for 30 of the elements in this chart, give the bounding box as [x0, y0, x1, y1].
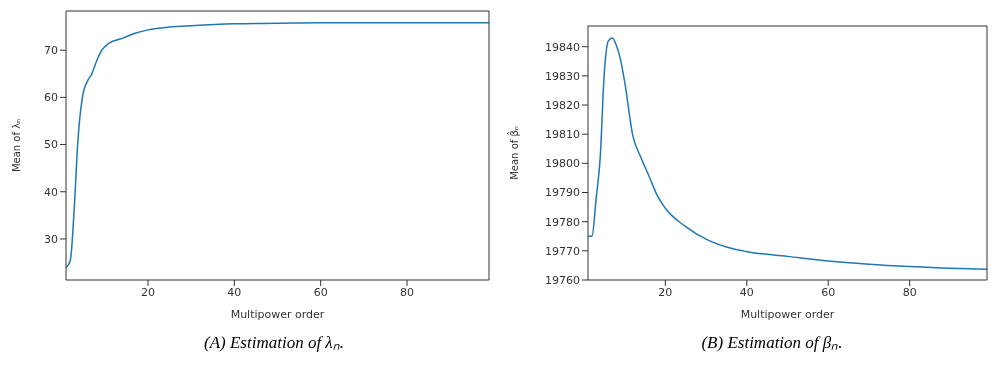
x-tick-label: 80 — [902, 285, 917, 299]
x-axis-title: Multipower order — [740, 308, 835, 321]
y-tick-label: 60 — [44, 91, 58, 105]
text: (A) Estimation of λₙ. — [203, 332, 344, 353]
x-tick-label: 60 — [313, 285, 328, 299]
y-tick-label: 19760 — [545, 273, 580, 287]
y-tick-label: 19770 — [545, 244, 580, 258]
y-axis-title: Mean of λₙ — [10, 118, 22, 173]
y-tick-label: 19800 — [545, 157, 580, 171]
x-axis-title: Multipower order — [230, 308, 325, 321]
y-tick-label: 19780 — [545, 215, 580, 229]
x-tick-label: 40 — [227, 285, 242, 299]
x-tick-label: 60 — [821, 285, 836, 299]
x-tick-label: 20 — [658, 285, 673, 299]
y-tick-label: 19840 — [545, 40, 580, 54]
line-series — [588, 37, 987, 270]
x-tick-label: 80 — [399, 285, 414, 299]
line-series — [66, 22, 489, 269]
y-tick-label: 40 — [44, 185, 58, 199]
x-tick-label: 40 — [739, 285, 754, 299]
y-axis-title: Mean of β̂ₙ — [506, 126, 520, 180]
y-tick-label: 19810 — [545, 128, 580, 142]
x-tick-label: 20 — [141, 285, 156, 299]
y-tick-label: 19820 — [545, 98, 580, 112]
y-tick-label: 30 — [44, 232, 58, 246]
y-tick-label: 19790 — [545, 186, 580, 200]
text: (B) Estimation of βₙ. — [700, 332, 843, 353]
y-tick-label: 70 — [44, 44, 58, 58]
y-tick-label: 50 — [44, 138, 58, 152]
y-tick-label: 19830 — [545, 69, 580, 83]
